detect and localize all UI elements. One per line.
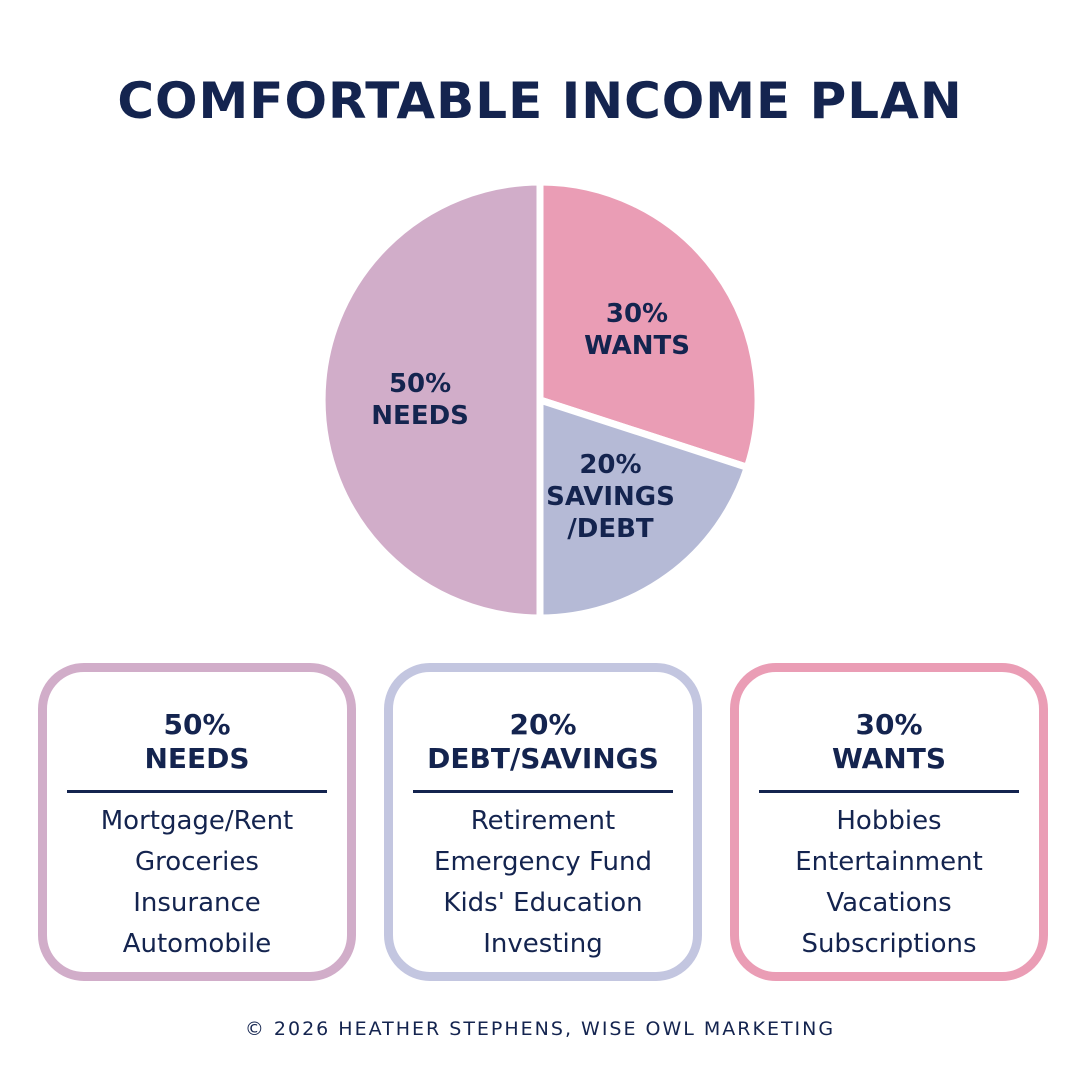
card-title: DEBT/SAVINGS: [427, 742, 659, 775]
card-item: Automobile: [122, 929, 272, 959]
card-title: NEEDS: [144, 742, 250, 775]
card-percent: 50%: [163, 708, 231, 741]
slice-value-label: 50%: [388, 369, 452, 399]
divider: [759, 790, 1019, 793]
card-item: Hobbies: [836, 806, 942, 836]
card-item: Groceries: [135, 847, 259, 877]
card-item: Kids' Education: [443, 888, 643, 918]
pie-slice: [318, 178, 544, 622]
pie-chart: [318, 178, 762, 622]
chart-title: COMFORTABLE INCOME PLAN: [117, 72, 963, 130]
card-item: Emergency Fund: [434, 847, 652, 877]
slice-category-label: SAVINGS /DEBT: [546, 482, 675, 544]
slice-category-label: NEEDS: [371, 401, 469, 431]
footer: © 2026 HEATHER STEPHENS, WISE OWL MARKET…: [244, 1018, 836, 1040]
pie-slice: [536, 396, 751, 622]
card-item: Entertainment: [795, 847, 983, 877]
slice-value-label: 20%: [579, 450, 642, 480]
card-item: Mortgage/Rent: [100, 806, 294, 836]
card-item: Subscriptions: [801, 929, 977, 959]
card-item: Vacations: [826, 888, 952, 918]
category-card: 30% WANTS Hobbies Entertainment Vacations Sub…: [730, 663, 1048, 981]
card-percent: 30%: [855, 708, 923, 741]
card-percent: 20%: [509, 708, 577, 741]
category-card: 20% DEBT/SAVINGS Retirement Emergency Fund K…: [384, 663, 702, 981]
card-item: Investing: [483, 929, 603, 959]
card-title: WANTS: [832, 742, 946, 775]
pie-slice: [536, 178, 762, 471]
category-card: 50% NEEDS Mortgage/Rent Groceries Insurance A…: [38, 663, 356, 981]
divider: [67, 790, 327, 793]
slice-category-label: WANTS: [584, 330, 690, 361]
slice-value-label: 30%: [605, 298, 669, 329]
card-item: Insurance: [133, 888, 261, 918]
divider: [413, 790, 673, 793]
card-item: Retirement: [470, 806, 616, 836]
